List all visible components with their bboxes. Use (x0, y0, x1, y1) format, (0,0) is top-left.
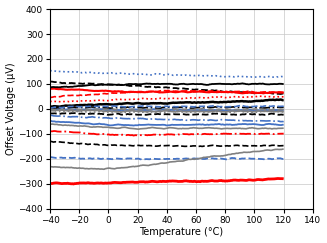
X-axis label: Temperature (°C): Temperature (°C) (139, 227, 224, 237)
Y-axis label: Offset Voltage (µV): Offset Voltage (µV) (6, 63, 16, 155)
